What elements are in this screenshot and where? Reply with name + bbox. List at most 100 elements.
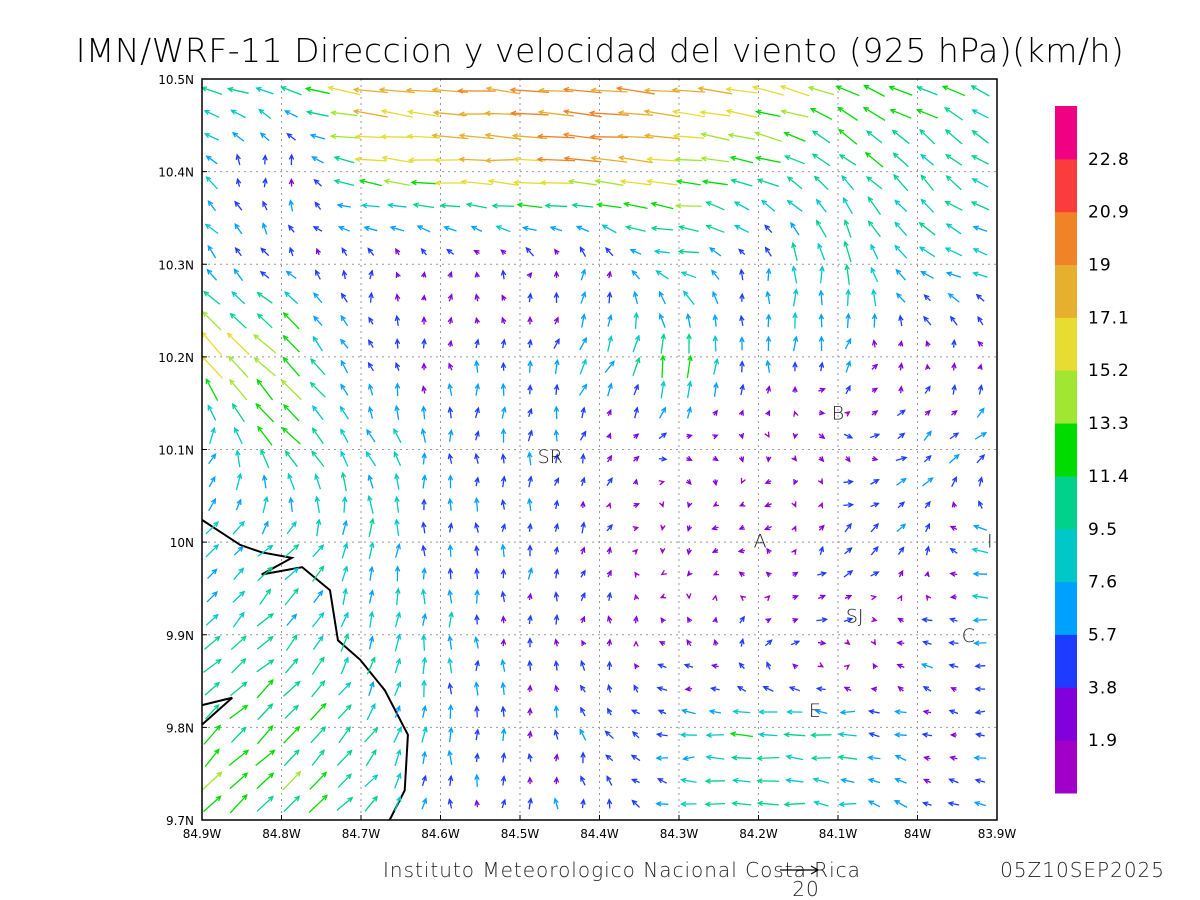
wind-vector <box>204 635 221 650</box>
wind-vector-head <box>837 731 845 738</box>
wind-vector-head <box>872 410 879 416</box>
wind-vector-head <box>282 334 289 341</box>
wind-vector-shaft <box>564 133 602 141</box>
wind-vector-head <box>817 242 823 249</box>
wind-vector-head <box>340 314 346 322</box>
wind-vector-shaft <box>870 546 879 556</box>
wind-vector-shaft <box>312 427 324 445</box>
wind-vector-shaft <box>602 224 617 234</box>
wind-vector-shaft <box>605 247 614 257</box>
axis-ticks: 84.9W 84.8W 84.7W 84.6W 84.5W 84.4W 84.3W 84.2W… <box>158 73 1016 841</box>
wind-vector <box>685 478 692 486</box>
wind-vector <box>227 355 249 378</box>
wind-vector-head <box>343 656 349 663</box>
wind-vector-shaft <box>460 134 494 140</box>
colorbar-swatch <box>1055 528 1077 583</box>
wind-vector-head <box>889 108 896 114</box>
wind-vector-shaft <box>316 519 320 537</box>
wind-vector <box>329 133 358 140</box>
wind-vector-shaft <box>287 133 296 141</box>
wind-vector <box>813 175 829 190</box>
wind-vector <box>447 543 454 557</box>
wind-vector-head <box>897 617 904 624</box>
wind-vector <box>951 338 957 348</box>
wind-vector-head <box>201 310 208 317</box>
wind-vector <box>733 224 750 233</box>
wind-vector-head <box>821 617 829 623</box>
wind-vector <box>256 313 273 329</box>
wind-vector <box>431 87 469 94</box>
wind-vector <box>732 708 751 715</box>
wind-vector <box>394 495 400 513</box>
wind-vector <box>686 406 693 419</box>
wind-vector-shaft <box>765 247 772 257</box>
wind-vector <box>686 354 693 378</box>
wind-vector <box>339 405 349 420</box>
wind-vector-shaft <box>474 407 480 419</box>
wind-vector-shaft <box>683 756 695 760</box>
wind-vector <box>447 774 454 786</box>
wind-vector-shaft <box>644 110 681 118</box>
wind-vector <box>447 316 453 325</box>
wind-vector <box>658 432 668 440</box>
wind-vector-head <box>712 594 718 601</box>
wind-vector <box>234 200 243 211</box>
wind-vector <box>512 179 546 186</box>
wind-vector-head <box>474 406 480 414</box>
wind-vector-head <box>838 154 846 160</box>
wind-vector <box>527 359 533 373</box>
wind-vector <box>439 202 461 209</box>
wind-vector-head <box>725 86 732 93</box>
wind-vector <box>697 86 733 95</box>
wind-vector <box>973 755 987 761</box>
wind-vector <box>870 686 878 692</box>
wind-vector-shaft <box>283 404 300 422</box>
wind-vector <box>710 663 719 669</box>
wind-vector-head <box>607 707 613 714</box>
wind-vector-head <box>622 201 630 208</box>
wind-vector <box>421 385 427 394</box>
lon-tick-label: 84.8W <box>262 827 301 841</box>
wind-vector-shaft <box>539 111 574 117</box>
wind-vector-shaft <box>606 776 613 786</box>
wind-vector-shaft <box>946 272 962 278</box>
wind-vector-shaft <box>657 733 668 737</box>
lat-tick-label: 9.8N <box>166 721 194 735</box>
wind-vector-head <box>368 316 374 323</box>
wind-vector <box>973 800 987 807</box>
wind-vector <box>395 271 401 278</box>
wind-vector <box>705 201 725 211</box>
wind-vector <box>679 801 697 807</box>
wind-vector-head <box>311 156 318 162</box>
wind-vector-shaft <box>230 727 247 743</box>
wind-vector-head <box>527 797 533 804</box>
wind-vector-head <box>731 800 738 807</box>
wind-vector-head <box>660 617 666 624</box>
wind-vector-head <box>395 271 401 278</box>
wind-vector <box>843 502 855 508</box>
wind-vector <box>367 474 374 489</box>
wind-vector-head <box>354 133 362 140</box>
wind-vector-head <box>527 566 534 574</box>
wind-vector-head <box>845 456 851 463</box>
wind-vector-shaft <box>205 223 219 235</box>
wind-vector <box>421 774 427 787</box>
wind-vector <box>837 754 858 761</box>
wind-vector-shaft <box>945 129 963 145</box>
wind-vector-head <box>894 709 901 715</box>
wind-vector-shaft <box>369 293 373 303</box>
wind-vector-shaft <box>342 521 347 535</box>
wind-vector <box>527 637 533 648</box>
wind-vector <box>447 657 453 674</box>
wind-vector-head <box>580 591 586 599</box>
wind-vector <box>447 749 453 766</box>
wind-vector <box>764 595 771 602</box>
wind-vector <box>208 453 217 465</box>
wind-vector <box>815 198 827 213</box>
wind-vector-head <box>447 406 454 413</box>
wind-vector-head <box>421 294 427 301</box>
wind-vector <box>972 225 988 232</box>
wind-vector-head <box>369 680 375 688</box>
wind-vector-shaft <box>207 568 217 580</box>
wind-vector-shaft <box>554 360 559 374</box>
